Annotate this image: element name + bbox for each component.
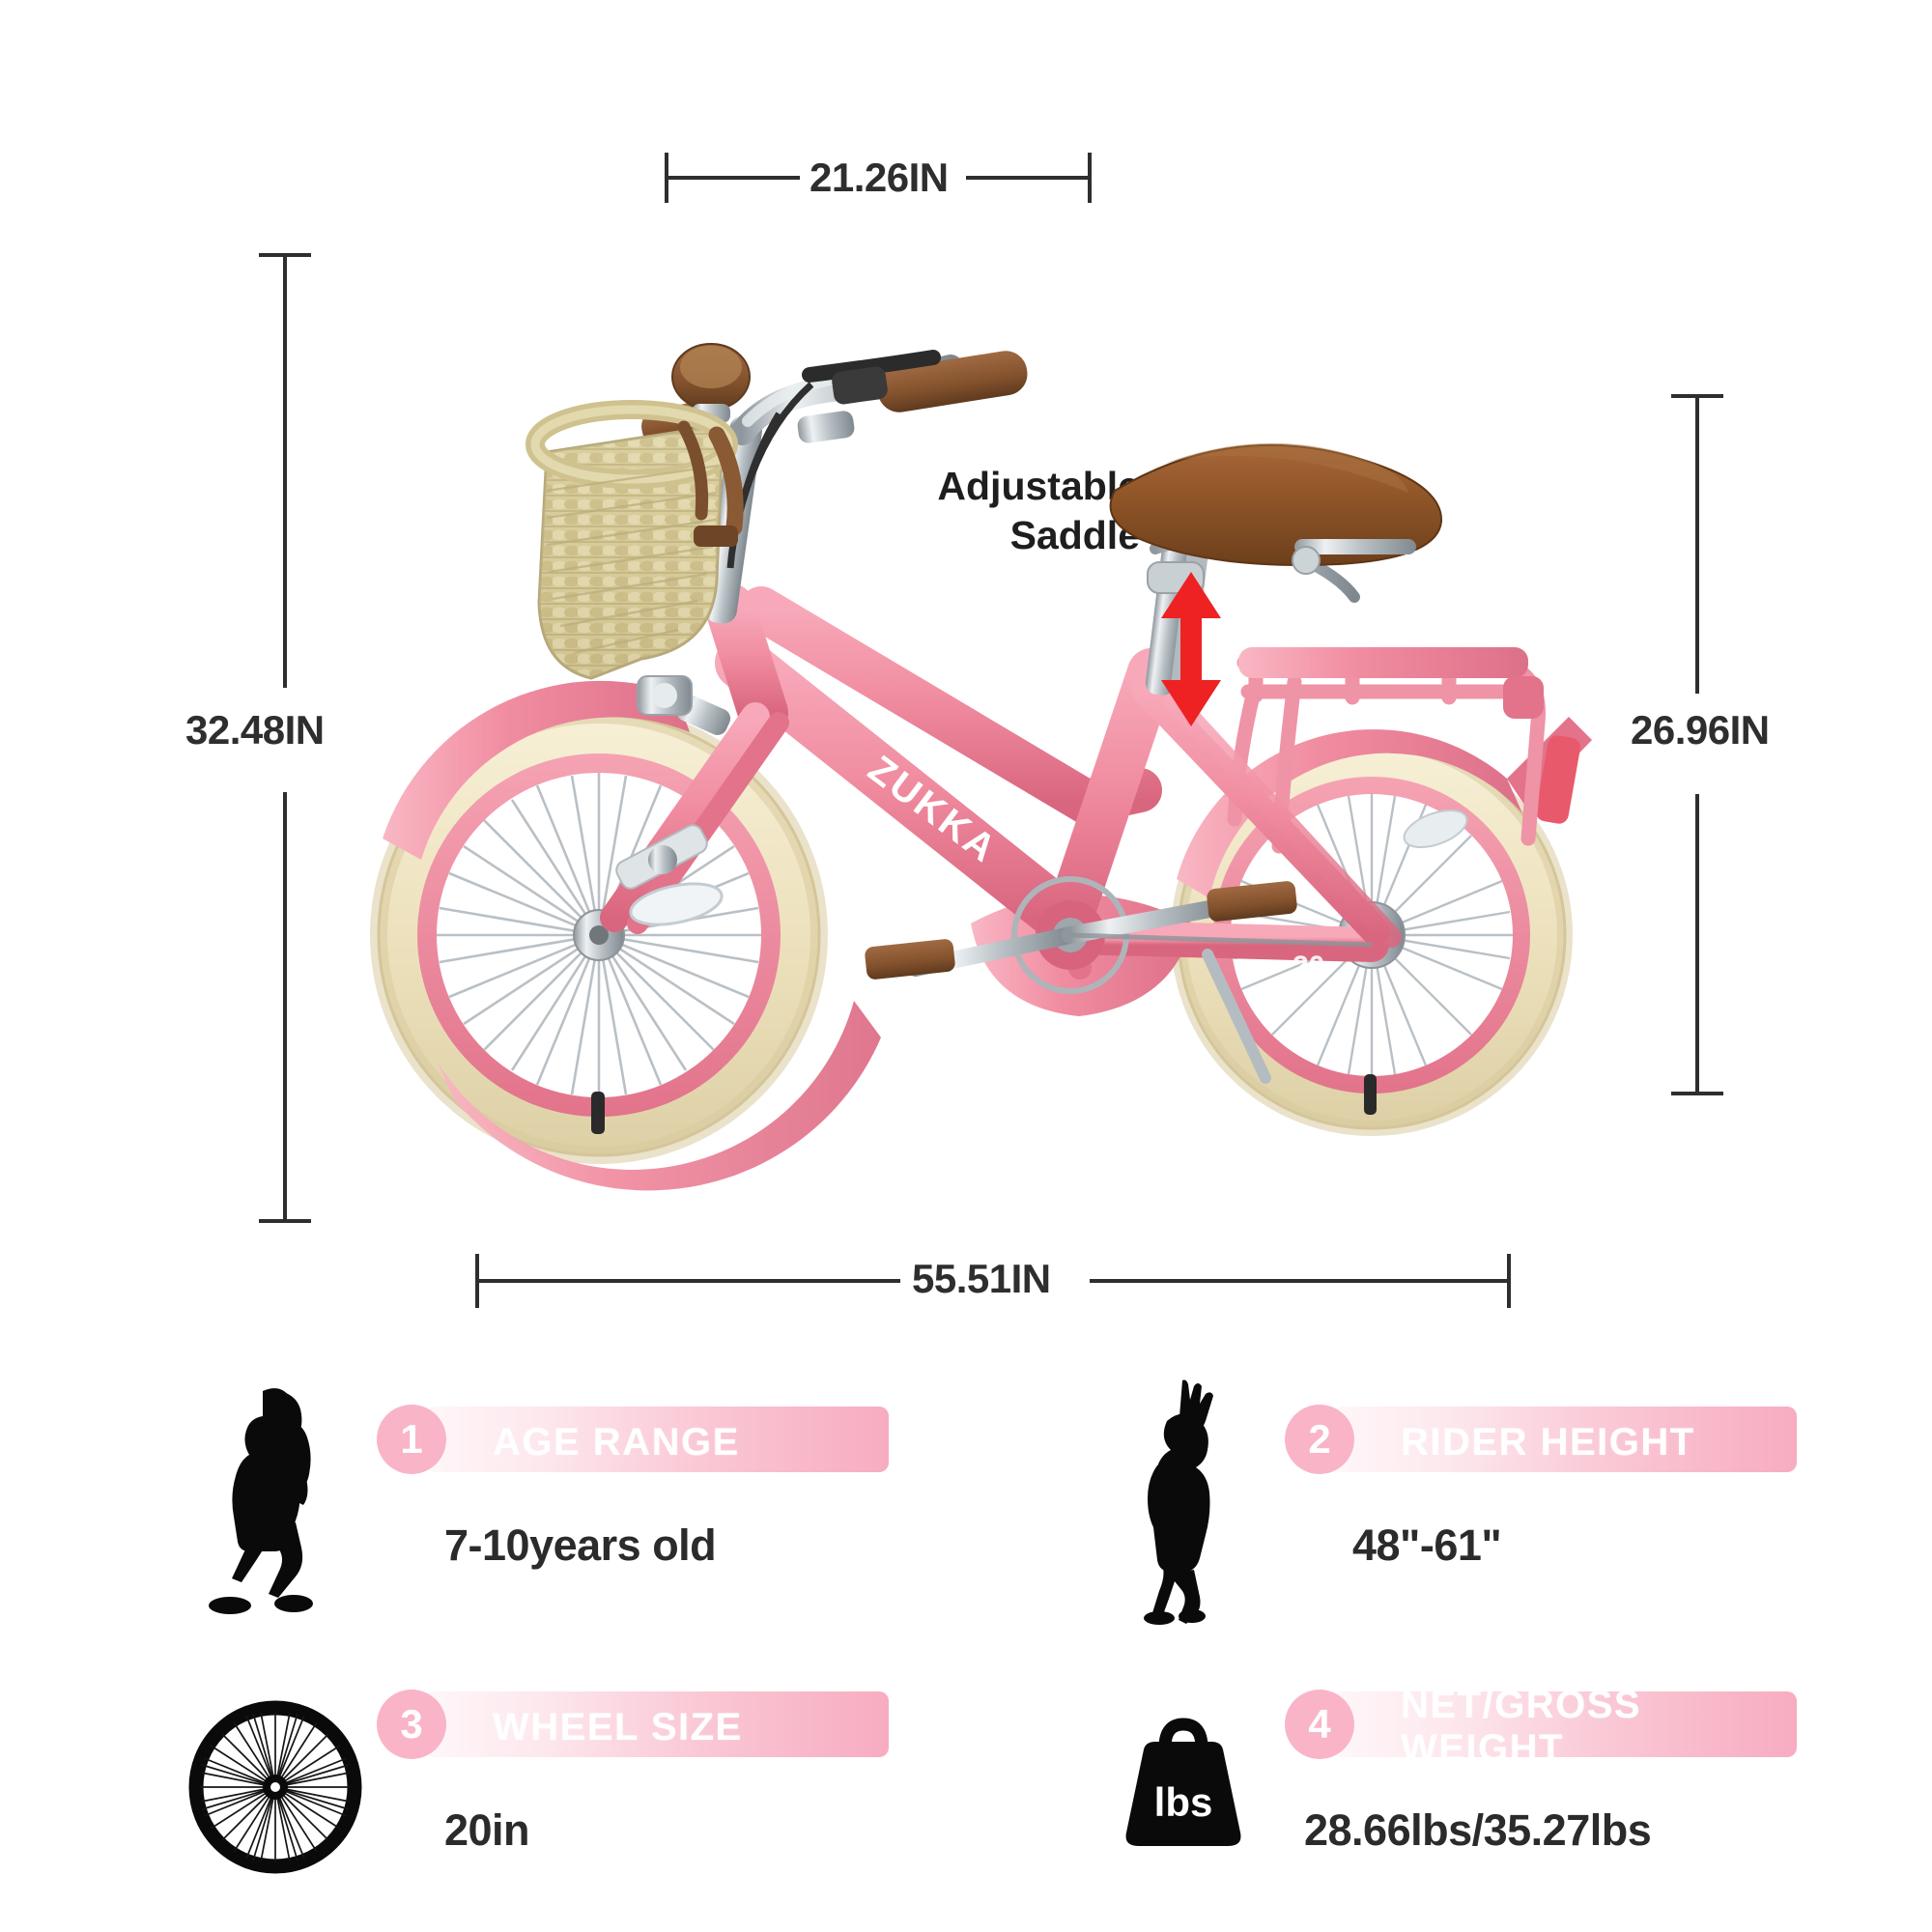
dimension-line-right-upper — [1695, 394, 1699, 694]
rear-mudflap — [1536, 735, 1580, 824]
child-reaching-silhouette-icon — [1082, 1379, 1285, 1625]
feature-number-badge: 4 — [1285, 1690, 1354, 1759]
feature-card-rider-height: 2 RIDER HEIGHT 48"-61" — [1082, 1379, 1797, 1637]
bicycle-wheel-icon — [174, 1666, 377, 1908]
front-reflector — [629, 882, 724, 926]
feature-title: NET/GROSS WEIGHT — [1401, 1684, 1642, 1770]
feature-number-badge: 2 — [1285, 1405, 1354, 1474]
dimension-line-bottom-left — [475, 1279, 900, 1283]
dimension-label-overall-length: 55.51IN — [912, 1256, 1051, 1301]
feature-title: WHEEL SIZE — [493, 1705, 743, 1748]
feature-card-net-gross-weight: lbs 4 NET/GROSS WEIGHT 28.66lbs/35.27lbs — [1082, 1666, 1797, 1922]
right-pedal — [1207, 881, 1297, 922]
feature-title: RIDER HEIGHT — [1401, 1420, 1695, 1463]
feature-pill-background — [1333, 1691, 1797, 1757]
rear-reflector — [1403, 809, 1468, 849]
dimension-line-left-upper — [283, 253, 287, 688]
dimension-label-rack-height: 26.96IN — [1631, 707, 1770, 753]
feature-pill-background — [425, 1691, 889, 1757]
crank-and-pedals — [865, 876, 1373, 994]
feature-number-badge: 3 — [377, 1690, 446, 1759]
dimension-label-overall-height: 32.48IN — [185, 707, 325, 753]
dimension-line-top-right — [966, 176, 1092, 180]
seat-post — [1145, 512, 1195, 696]
feature-pill-background — [425, 1406, 889, 1472]
left-pedal — [865, 939, 955, 980]
weight-lbs-icon: lbs — [1082, 1666, 1285, 1908]
girl-silhouette-icon — [174, 1381, 377, 1623]
bicycle-product-photo: ZUKKA 20 — [0, 126, 1932, 1285]
dimension-cap-bottom-left — [259, 1219, 311, 1223]
feature-title: AGE RANGE — [493, 1420, 740, 1463]
dimension-line-bottom-right — [1090, 1279, 1511, 1283]
feature-pill-background — [1333, 1406, 1797, 1472]
feature-card-age-range: 1 AGE RANGE 7-10years old — [174, 1381, 889, 1637]
brake-lever — [802, 350, 941, 383]
dimension-cap-bottom-right — [1671, 1092, 1723, 1095]
feature-number-badge: 1 — [377, 1405, 446, 1474]
weight-icon-label: lbs — [1154, 1779, 1213, 1825]
dimension-line-top-left — [665, 176, 800, 180]
feature-value: 20in — [444, 1805, 530, 1855]
seat-assembly — [1109, 442, 1443, 696]
callout-line-1: Adjustable — [937, 464, 1140, 508]
svg-text:20: 20 — [1293, 951, 1324, 982]
adjustable-arrow-icon — [1161, 572, 1221, 726]
rear-fender — [1177, 729, 1522, 898]
feature-value: 7-10years old — [444, 1520, 717, 1570]
bicycle-bell — [671, 343, 751, 423]
dimension-line-left-lower — [283, 792, 287, 1221]
adjustable-saddle-callout: Adjustable Saddle — [869, 462, 1140, 561]
feature-spec-grid: 1 AGE RANGE 7-10years old 2 — [174, 1379, 1797, 1922]
front-basket — [526, 400, 744, 716]
front-brake — [615, 824, 724, 926]
feature-value: 48"-61" — [1352, 1520, 1502, 1570]
dimension-label-handlebar-width: 21.26IN — [810, 155, 949, 200]
dimension-line-right-lower — [1695, 794, 1699, 1094]
basket-strap — [708, 426, 744, 536]
feature-value: 28.66lbs/35.27lbs — [1304, 1805, 1652, 1855]
feature-card-wheel-size: 3 WHEEL SIZE 20in — [174, 1666, 889, 1922]
